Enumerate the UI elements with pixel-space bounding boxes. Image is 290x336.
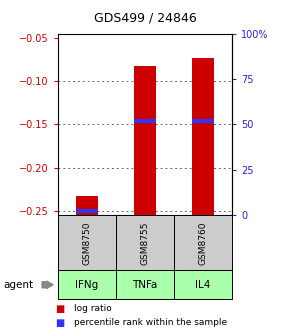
Bar: [76, 196, 98, 215]
Text: percentile rank within the sample: percentile rank within the sample: [74, 318, 227, 327]
Bar: [134, 66, 156, 215]
Text: TNFa: TNFa: [132, 280, 158, 290]
Bar: [134, 119, 156, 123]
Text: log ratio: log ratio: [74, 304, 112, 313]
Text: IFNg: IFNg: [75, 280, 99, 290]
Text: ■: ■: [55, 304, 64, 314]
Bar: [192, 58, 214, 215]
Text: GSM8755: GSM8755: [140, 221, 150, 264]
Text: GSM8760: GSM8760: [198, 221, 208, 264]
Text: IL4: IL4: [195, 280, 211, 290]
Bar: [192, 119, 214, 123]
Bar: [76, 209, 98, 213]
Text: agent: agent: [3, 280, 33, 290]
Text: ■: ■: [55, 318, 64, 328]
Text: GDS499 / 24846: GDS499 / 24846: [94, 12, 196, 25]
Text: GSM8750: GSM8750: [82, 221, 92, 264]
